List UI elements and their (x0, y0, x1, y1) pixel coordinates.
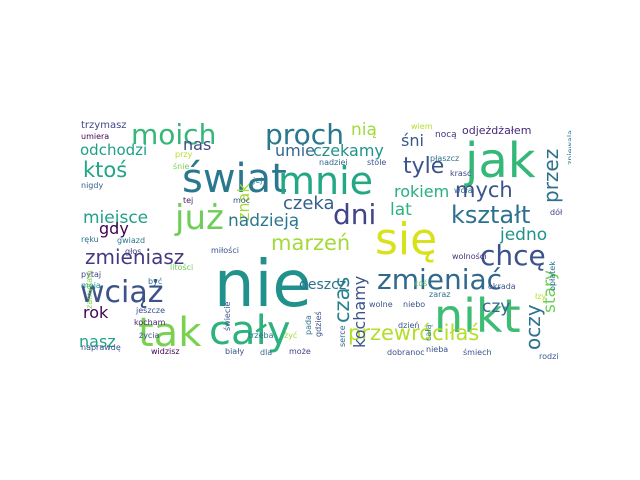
word-deszcz: deszcz (299, 277, 347, 293)
word-mnie: mnie (278, 159, 374, 203)
word-odchodzi: odchodzi (80, 141, 148, 159)
word-chce: chcę (480, 239, 546, 272)
word-miejsce: miejsce (83, 208, 149, 228)
word-wiem: wiem (411, 122, 433, 131)
word-litosci: litości (170, 263, 194, 272)
word-zyc: żyć (284, 331, 298, 340)
word-przewrocilas: przewróciłaś (348, 321, 480, 345)
word-cos: coś (414, 279, 428, 288)
word-dni: dni (333, 198, 377, 231)
word-ktos: ktoś (83, 158, 128, 182)
word-tak: tak (138, 310, 202, 356)
word-trzeba: trzeba (248, 331, 274, 340)
word-dobranoc: dobranoc (387, 348, 425, 357)
word-gdzies: gdzieś (314, 311, 323, 337)
word-pytaj: pytaj (81, 270, 102, 279)
word-czeka: czeka (283, 193, 335, 214)
word-umiera: umiera (81, 132, 110, 141)
word-rodzi: rodzi (539, 352, 559, 361)
word-umie: umie (275, 141, 316, 160)
word-wolne: wolne (369, 300, 393, 309)
word-swiat: świat (182, 156, 287, 202)
word-byc: być (148, 277, 163, 286)
word-jeszcze: jeszcze (136, 306, 166, 315)
word-juz: już (175, 198, 224, 238)
word-nadziei: nadziei (319, 158, 348, 167)
word-snie: śnie (173, 162, 190, 171)
word-milosci: miłości (211, 246, 239, 255)
word-pada: pada (304, 315, 313, 335)
word-kocham: kocham (134, 318, 166, 327)
word-zniewala: zniewala (566, 130, 571, 165)
word-rokiem: rokiem (394, 182, 450, 201)
word-moze: może (289, 347, 311, 356)
word-cala: całą (424, 324, 433, 341)
word-mych: mych (455, 178, 513, 202)
word-noca: nocą (435, 130, 457, 140)
word-dol: dół (550, 208, 563, 217)
word-odjezdzalem: odjeżdżałem (462, 124, 532, 137)
word-jak: jak (465, 133, 536, 189)
word-jej: jej (253, 176, 263, 185)
word-widzisz: widzisz (151, 347, 180, 356)
word-marzen: marzeń (271, 231, 351, 255)
word-bialy: biały (225, 347, 245, 356)
word-okrada: okrada (488, 282, 516, 291)
word-reku: ręku (81, 235, 99, 244)
word-tej: tej (183, 196, 194, 205)
word-dzien: dzień (398, 321, 420, 330)
word-gdy: gdy (99, 219, 129, 238)
word-serce: serce (338, 325, 347, 347)
word-stole: stole (367, 158, 387, 167)
word-zaraz: zaraz (429, 290, 451, 299)
word-oplatek: opłatek (548, 261, 557, 291)
word-lat: lat (390, 200, 412, 220)
word-lzy: łzy (535, 292, 547, 301)
word-moc: moc (233, 196, 251, 205)
word-moja: moja (81, 281, 101, 290)
word-czy: czy (482, 297, 511, 317)
word-wolnosci: wolności (452, 252, 487, 261)
word-dla: dla (260, 348, 273, 357)
word-przy: przy (175, 150, 193, 159)
word-trzymasz: trzymasz (81, 120, 127, 131)
word-glos: głos (125, 247, 142, 256)
word-gwiazd: gwiazd (117, 236, 146, 245)
word-moich: moich (131, 118, 217, 151)
word-proch: proch (265, 118, 344, 151)
word-rok: rok (83, 303, 109, 322)
word-sni: śni (401, 131, 424, 150)
word-niebo: niebo (403, 300, 426, 309)
word-zycia: życia (139, 331, 160, 340)
word-plaszcz: płaszcz (430, 154, 460, 163)
word-nasz: nasz (79, 332, 116, 351)
word-ksztalt: kształt (451, 201, 531, 229)
word-nie: nie (214, 248, 312, 322)
word-jedno: jedno (500, 225, 548, 245)
word-naprawde: naprawdę (81, 343, 121, 352)
word-zmieniac: zmieniać (377, 263, 503, 296)
word-wola: woła (454, 186, 473, 195)
word-kochamy: kochamy (350, 275, 369, 348)
word-nieba: nieba (426, 345, 449, 354)
word-tyle: tyle (403, 154, 445, 179)
word-wciaz: wciąż (80, 275, 164, 310)
word-nas: nas (183, 135, 212, 154)
word-nia: nią (351, 120, 377, 140)
word-zamykam: zamykam (85, 270, 94, 309)
word-nikt: nikt (434, 289, 521, 343)
word-czekamy: czekamy (313, 141, 384, 160)
word-swiecie: świecie (223, 301, 232, 331)
word-cloud: nie świat mnie jak się tak cały nikt już… (79, 113, 571, 364)
word-nadzieja: nadzieją (228, 211, 300, 231)
word-sie: się (375, 214, 438, 265)
word-caly: cały (209, 308, 291, 354)
word-zmieniasz: zmieniasz (85, 245, 185, 269)
word-przez: przez (539, 148, 563, 203)
word-nigdy: nigdy (81, 181, 104, 190)
word-smiech: śmiech (463, 348, 492, 357)
word-krasc: krasć (450, 169, 472, 178)
